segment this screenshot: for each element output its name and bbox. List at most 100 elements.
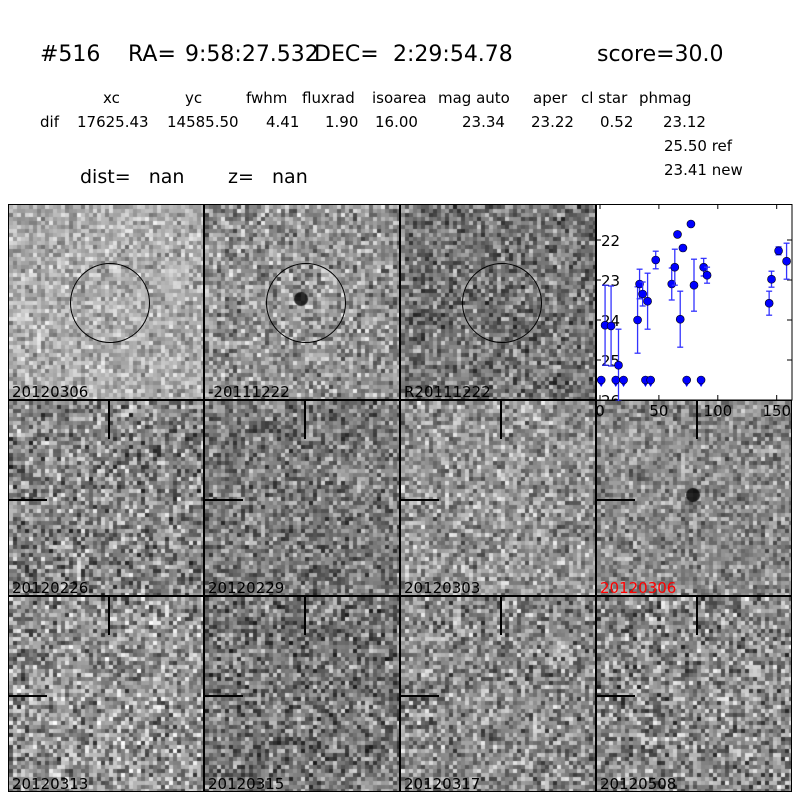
crosshair-tick [108, 597, 110, 635]
data-point [606, 321, 616, 331]
table-cell: 16.00 [375, 113, 418, 131]
stamp-image [205, 597, 399, 791]
stamp-image [597, 597, 791, 791]
stamp-image [401, 597, 595, 791]
ra-label: RA= [128, 42, 176, 67]
column-header: fluxrad [302, 89, 355, 107]
crosshair-tick [205, 695, 243, 697]
crosshair-tick [108, 401, 110, 439]
column-header: aper [533, 89, 568, 107]
table-cell: 23.22 [531, 113, 574, 131]
image-stamp: 20120306 [8, 204, 204, 400]
crosshair-tick [304, 401, 306, 439]
y-tick-label: 26 [601, 392, 620, 401]
upper-limit-point [682, 375, 691, 385]
x-tick-label: 50 [649, 402, 669, 420]
column-header: xc [103, 89, 120, 107]
crosshair-tick [500, 401, 502, 439]
crosshair-tick [9, 695, 47, 697]
x-tick-label: 150 [762, 402, 792, 420]
crosshair-tick [696, 401, 698, 439]
dec-label: DEC= [314, 42, 379, 67]
column-header: fwhm [246, 89, 288, 107]
stamp-date-label: 20120229 [208, 579, 285, 596]
table-cell: 23.12 [663, 113, 706, 131]
table-cell: 0.52 [600, 113, 634, 131]
data-point [673, 230, 682, 239]
x-tick-label: 0 [595, 402, 605, 420]
table-cell: 1.90 [325, 113, 359, 131]
data-point [614, 360, 623, 370]
stamp-image [401, 401, 595, 595]
z-value: z= nan [228, 166, 308, 188]
data-point [678, 243, 688, 253]
image-stamp: 20120306 [596, 400, 792, 596]
stamp-date-label: 20120317 [404, 775, 481, 792]
stamp-date-label: 20120226 [12, 579, 89, 596]
data-point [643, 296, 652, 306]
data-point [651, 255, 661, 265]
column-header: yc [185, 89, 203, 107]
image-stamp: 20120317 [400, 596, 596, 792]
table-cell: 23.34 [462, 113, 505, 131]
column-header: mag auto [438, 89, 510, 107]
stamp-image [9, 401, 203, 595]
crosshair-tick [401, 695, 439, 697]
upper-limit-point [596, 375, 606, 385]
candidate-id: #516 [40, 42, 101, 67]
y-tick-label: 22 [601, 232, 620, 250]
crosshair-tick [597, 695, 635, 697]
data-point [774, 246, 783, 256]
row-label: dif [40, 113, 59, 131]
data-point [764, 298, 774, 308]
data-point [686, 219, 696, 229]
upper-limit-point [646, 375, 655, 385]
stamp-date-label: 20120303 [404, 579, 481, 596]
image-stamp: 20120508 [596, 596, 792, 792]
upper-limit-point [619, 375, 628, 385]
data-point [667, 279, 677, 289]
stamp-image [205, 401, 399, 595]
column-header: phmag [639, 89, 692, 107]
stamp-date-label: 20120313 [12, 775, 89, 792]
data-point [670, 262, 680, 272]
stamp-date-label: 20120508 [600, 775, 677, 792]
crosshair-tick [401, 499, 439, 501]
data-point [638, 289, 647, 299]
x-tick-label: 100 [703, 402, 733, 420]
image-stamp: R20111222 [400, 204, 596, 400]
dec-value: 2:29:54.78 [393, 42, 513, 67]
image-stamp: 20120303 [400, 400, 596, 596]
stamp-image [597, 401, 791, 595]
stamp-date-label: 20120315 [208, 775, 285, 792]
data-point [675, 314, 685, 324]
stamp-date-label: 20120306 [600, 579, 677, 596]
data-point [633, 315, 642, 325]
stamp-date-label: -20111222 [208, 383, 290, 400]
new-mag: 23.41 new [664, 161, 743, 179]
column-header: isoarea [372, 89, 427, 107]
ref-mag: 25.50 ref [664, 137, 733, 155]
data-point [767, 274, 776, 284]
column-header: cl star [581, 89, 628, 107]
image-stamp: 20120313 [8, 596, 204, 792]
image-stamp: 20120315 [204, 596, 400, 792]
image-stamp: 20120226 [8, 400, 204, 596]
score: score=30.0 [597, 42, 724, 67]
image-stamp: -20111222 [204, 204, 400, 400]
aperture-circle [266, 263, 346, 343]
ra-value: 9:58:27.532 [185, 42, 319, 67]
light-curve-chart: 2223242526 [596, 204, 793, 401]
upper-limit-point [696, 375, 706, 385]
dist: dist= nan [80, 166, 185, 188]
stamp-date-label: 20120306 [12, 383, 89, 400]
crosshair-tick [597, 499, 635, 501]
crosshair-tick [696, 597, 698, 635]
crosshair-tick [500, 597, 502, 635]
image-stamp: 20120229 [204, 400, 400, 596]
stamp-image [9, 597, 203, 791]
stamp-date-label: R20111222 [404, 383, 491, 400]
upper-limit-point [611, 375, 621, 385]
table-cell: 4.41 [266, 113, 300, 131]
data-point [702, 270, 712, 280]
